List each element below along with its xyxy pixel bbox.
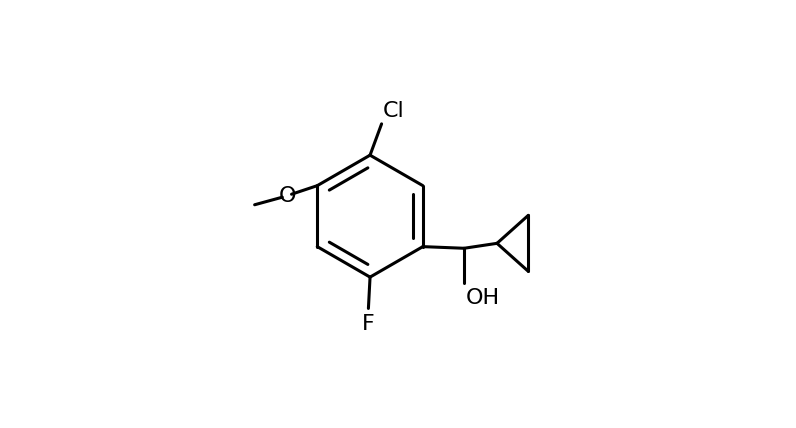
Text: Cl: Cl	[383, 101, 405, 121]
Text: O: O	[279, 186, 296, 205]
Text: F: F	[362, 314, 375, 334]
Text: OH: OH	[466, 288, 500, 308]
